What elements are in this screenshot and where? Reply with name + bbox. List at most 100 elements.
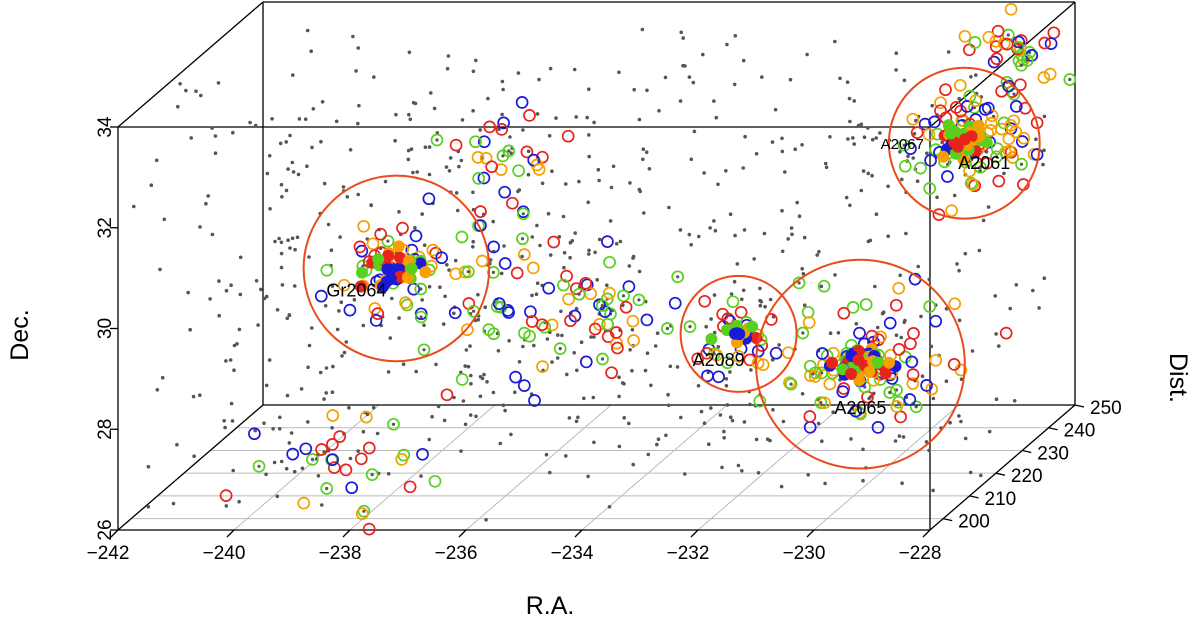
field-galaxy xyxy=(216,81,221,85)
cluster-labels: Gr2064 A2089 A2065 A2061 A2067 xyxy=(326,136,1010,418)
field-galaxy xyxy=(592,440,596,445)
floor-grid-line xyxy=(813,404,960,531)
field-galaxy xyxy=(898,150,902,154)
field-galaxy xyxy=(574,306,579,311)
field-galaxy xyxy=(817,249,821,254)
field-galaxy xyxy=(608,219,613,223)
field-galaxy xyxy=(898,273,902,278)
member-galaxy xyxy=(512,164,525,178)
field-galaxy xyxy=(278,141,283,146)
field-galaxy xyxy=(617,70,621,75)
member-galaxy xyxy=(924,154,937,167)
field-galaxy xyxy=(204,201,208,206)
field-galaxy xyxy=(491,390,496,395)
member-galaxy xyxy=(889,298,903,312)
field-galaxy xyxy=(348,456,353,461)
field-galaxy xyxy=(1031,288,1035,293)
member-galaxy xyxy=(700,346,714,360)
field-galaxy xyxy=(272,460,277,465)
member-galaxy xyxy=(928,115,941,129)
field-galaxy xyxy=(324,366,329,370)
field-galaxy xyxy=(232,343,237,348)
member-galaxy xyxy=(337,278,351,292)
member-galaxy xyxy=(357,219,371,233)
field-galaxy xyxy=(311,107,316,111)
member-galaxies xyxy=(219,2,1077,536)
field-galaxy xyxy=(645,88,649,93)
member-galaxy xyxy=(395,453,409,466)
member-galaxy xyxy=(814,396,828,409)
member-galaxy-center xyxy=(577,292,581,296)
field-galaxy xyxy=(469,382,473,386)
member-galaxy xyxy=(823,377,837,391)
member-galaxy-center xyxy=(863,385,867,389)
field-galaxy xyxy=(663,75,668,80)
field-galaxy xyxy=(348,148,353,152)
member-galaxy xyxy=(906,368,920,381)
field-galaxy xyxy=(974,73,978,77)
member-galaxy xyxy=(320,482,334,495)
member-galaxy xyxy=(362,522,376,536)
x-tick-mark xyxy=(690,529,699,538)
member-galaxy xyxy=(968,36,982,49)
field-galaxy xyxy=(293,247,297,252)
member-galaxy-center xyxy=(466,270,470,274)
member-galaxy xyxy=(416,447,429,461)
member-galaxy xyxy=(905,355,919,369)
field-galaxy xyxy=(866,239,871,244)
field-galaxy xyxy=(800,143,804,147)
field-galaxy xyxy=(653,344,658,348)
field-galaxy xyxy=(630,368,634,373)
member-galaxy xyxy=(343,303,357,317)
field-galaxy xyxy=(222,419,226,423)
field-galaxy xyxy=(823,481,827,486)
x-tick-mark xyxy=(806,529,815,538)
field-galaxy xyxy=(627,421,631,426)
field-galaxy xyxy=(735,262,740,266)
member-galaxy xyxy=(492,297,506,310)
member-galaxy-center xyxy=(797,281,801,285)
field-galaxy xyxy=(273,239,277,244)
field-galaxy xyxy=(292,284,297,288)
member-galaxy xyxy=(974,161,987,174)
member-galaxy xyxy=(572,287,586,301)
y-axis-label: Dec. xyxy=(6,309,34,360)
field-galaxy xyxy=(597,178,601,183)
member-galaxy xyxy=(892,281,906,295)
member-galaxy xyxy=(1044,37,1058,50)
field-galaxy xyxy=(280,195,284,199)
member-galaxy xyxy=(430,133,444,147)
member-galaxy xyxy=(369,314,383,327)
field-galaxy xyxy=(548,253,553,257)
cluster-label: Gr2064 xyxy=(326,280,386,300)
field-galaxy xyxy=(460,118,465,122)
field-galaxy xyxy=(754,437,759,442)
field-galaxy xyxy=(679,30,683,35)
member-galaxy xyxy=(906,377,920,390)
field-galaxy xyxy=(846,137,850,141)
y-axis-ticks: 26 28 30 32 34 xyxy=(95,116,118,541)
member-galaxy xyxy=(526,261,540,275)
field-galaxy xyxy=(530,235,535,239)
member-galaxy xyxy=(753,394,767,408)
member-galaxy xyxy=(516,207,530,221)
member-galaxy xyxy=(248,427,261,441)
field-galaxy xyxy=(184,88,188,93)
field-galaxy xyxy=(292,469,297,474)
field-galaxy xyxy=(503,408,507,413)
member-galaxy xyxy=(609,326,623,339)
field-galaxy xyxy=(344,340,349,344)
field-galaxy xyxy=(210,126,214,130)
member-galaxy xyxy=(297,496,311,510)
field-galaxy xyxy=(471,190,475,195)
field-galaxy xyxy=(722,429,726,434)
field-galaxy xyxy=(296,172,301,177)
field-galaxy xyxy=(393,138,397,143)
member-galaxy xyxy=(374,227,388,241)
field-galaxy xyxy=(557,235,562,239)
member-galaxy xyxy=(945,204,958,218)
member-galaxy xyxy=(595,299,609,312)
field-galaxy xyxy=(423,145,428,149)
x-tick-mark xyxy=(574,529,583,538)
core-galaxy xyxy=(852,354,865,366)
